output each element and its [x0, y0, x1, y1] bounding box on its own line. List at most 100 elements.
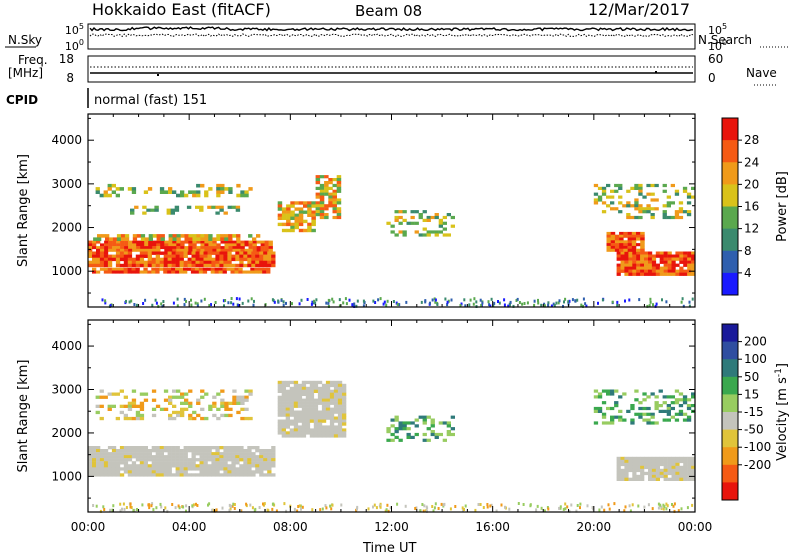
- scatter-cell: [143, 449, 148, 453]
- scatter-cell: [402, 233, 407, 237]
- scatter-cell: [262, 270, 267, 274]
- scatter-cell: [107, 183, 112, 188]
- scatter-cell: [663, 462, 668, 467]
- scatter-cell: [227, 473, 232, 477]
- scatter-cell: [648, 263, 653, 267]
- scatter-cell: [255, 251, 260, 255]
- scatter-cell: [321, 431, 327, 435]
- scatter-cell: [135, 303, 138, 307]
- scatter-cell: [264, 246, 269, 250]
- scatter-cell: [663, 456, 668, 461]
- scatter-cell: [662, 395, 667, 399]
- scatter-cell: [111, 446, 117, 450]
- scatter-cell: [195, 473, 200, 477]
- scatter-cell: [224, 243, 229, 247]
- scatter-cell: [691, 465, 696, 470]
- scatter-cell: [410, 215, 415, 220]
- scatter-cell: [640, 248, 645, 252]
- scatter-cell: [140, 243, 145, 247]
- scatter-cell: [293, 392, 299, 396]
- scatter-cell: [167, 260, 172, 265]
- scatter-cell: [300, 298, 303, 302]
- scatter-cell: [655, 269, 660, 273]
- scatter-cell: [663, 254, 668, 258]
- scatter-cell: [422, 218, 427, 222]
- scatter-cell: [389, 506, 392, 510]
- scatter-cell: [252, 246, 257, 250]
- scatter-cell: [632, 260, 637, 264]
- scatter-cell: [239, 260, 244, 265]
- scatter-cell: [168, 398, 173, 402]
- scatter-cell: [691, 503, 694, 507]
- scatter-region: [277, 380, 347, 438]
- scatter-cell: [151, 473, 156, 477]
- scatter-cell: [167, 455, 172, 459]
- scatter-cell: [143, 455, 148, 459]
- scatter-cell: [290, 213, 295, 217]
- scatter-cell: [207, 464, 212, 468]
- scatter-cell: [662, 210, 667, 214]
- scatter-cell: [333, 398, 339, 402]
- scatter-cell: [579, 506, 581, 510]
- scatter-cell: [199, 464, 204, 468]
- scatter-cell: [144, 243, 149, 247]
- scatter-cell: [414, 507, 417, 510]
- scatter-cell: [131, 464, 137, 468]
- scatter-cell: [651, 462, 657, 467]
- scatter-cell: [623, 240, 628, 244]
- scatter-cell: [281, 386, 286, 391]
- scatter-cell: [504, 505, 506, 509]
- scatter-cell: [626, 189, 631, 193]
- scatter-cell: [223, 473, 228, 477]
- scatter-cell: [682, 395, 688, 399]
- scatter-cell: [203, 449, 208, 453]
- scatter-cell: [107, 461, 113, 465]
- scatter-cell: [131, 187, 137, 191]
- scatter-cell: [96, 254, 101, 258]
- scatter-cell: [601, 192, 607, 196]
- scatter-cell: [623, 509, 626, 513]
- scatter-cell: [309, 392, 315, 396]
- scatter-cell: [247, 263, 252, 268]
- scatter-cell: [586, 504, 589, 508]
- scatter-cell: [103, 270, 109, 274]
- scatter-cell: [336, 210, 342, 214]
- scatter-cell: [223, 251, 228, 255]
- scatter-cell: [324, 186, 329, 190]
- scatter-cell: [171, 503, 174, 506]
- scatter-cell: [666, 412, 671, 416]
- scatter-cell: [667, 251, 672, 255]
- scatter-cell: [543, 304, 546, 308]
- scatter-cell: [135, 464, 141, 468]
- scatter-cell: [648, 459, 653, 464]
- scatter-cell: [235, 446, 240, 450]
- scatter-cell: [309, 428, 315, 432]
- scatter-cell: [139, 449, 145, 453]
- scatter-cell: [208, 243, 213, 247]
- scatter-cell: [107, 467, 113, 471]
- scatter-cell: [199, 208, 204, 212]
- scatter-cell: [620, 462, 625, 467]
- scatter-cell: [666, 409, 671, 413]
- scatter-cell: [642, 406, 647, 411]
- scatter-cell: [92, 504, 95, 507]
- nave-label: Nave: [746, 66, 777, 80]
- scatter-cell: [212, 401, 217, 405]
- scatter-cell: [671, 254, 676, 258]
- scatter-cell: [289, 410, 294, 414]
- scatter-cell: [663, 272, 668, 276]
- scatter-cell: [171, 452, 176, 456]
- scatter-cell: [281, 228, 287, 233]
- scatter-region: [616, 456, 696, 481]
- scatter-cell: [119, 473, 125, 477]
- scatter-cell: [493, 301, 496, 305]
- scatter-cell: [132, 246, 137, 250]
- scatter-cell: [222, 299, 225, 303]
- scatter-cell: [636, 468, 641, 473]
- scatter-cell: [675, 257, 680, 261]
- scatter-cell: [232, 234, 237, 238]
- scatter-cell: [646, 192, 651, 196]
- scatter-cell: [96, 467, 101, 471]
- scatter-cell: [325, 401, 331, 405]
- scatter-cell: [211, 251, 216, 255]
